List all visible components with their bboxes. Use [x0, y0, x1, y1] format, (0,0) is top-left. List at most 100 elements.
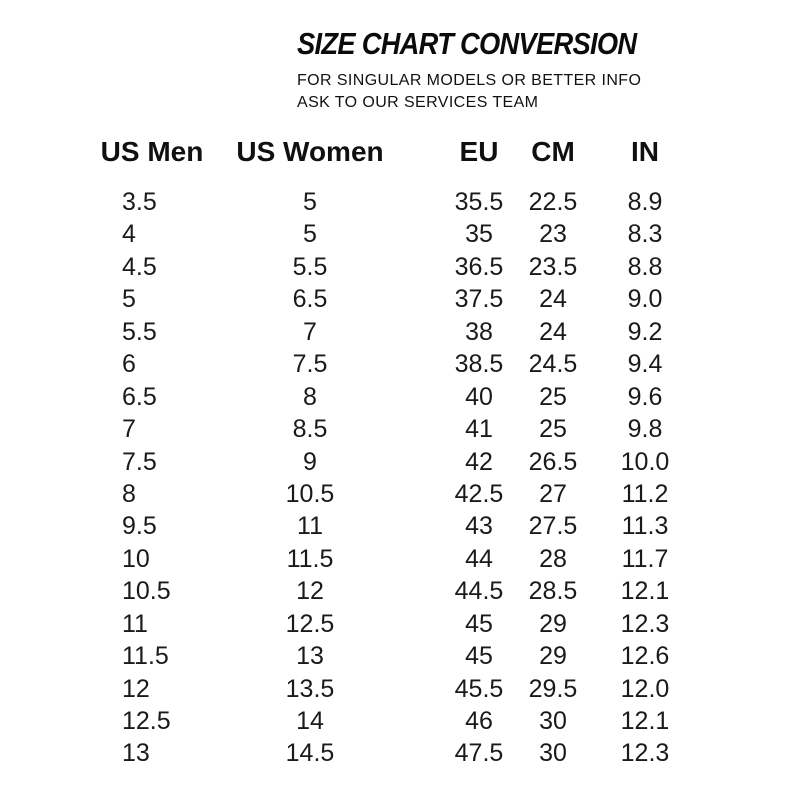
- cell-in: 12.1: [620, 577, 670, 606]
- cell-cm: 24: [539, 317, 567, 346]
- cell-us-women: 14: [296, 707, 324, 735]
- cell-us-men: 8: [122, 479, 136, 508]
- cell-eu: 38: [465, 317, 493, 346]
- table-row: 6.5 8 40 25 9.6: [0, 381, 800, 413]
- cell-cm: 25: [539, 382, 567, 411]
- table-row: 6 7.5 38.5 24.5 9.4: [0, 348, 800, 380]
- table-row: 13 14.5 47.5 30 12.3: [0, 737, 800, 769]
- column-header-us-men: US Men: [100, 136, 204, 167]
- cell-us-men: 11.5: [122, 642, 169, 671]
- cell-cm: 23.5: [528, 252, 578, 281]
- cell-cm: 29.5: [528, 674, 578, 703]
- table-row: 5 6.5 37.5 24 9.0: [0, 283, 800, 315]
- cell-eu: 45: [465, 609, 493, 638]
- cell-us-men: 3.5: [122, 188, 157, 216]
- page-header: SIZE CHART CONVERSION FOR SINGULAR MODEL…: [297, 26, 683, 114]
- cell-us-men: 4: [122, 220, 136, 249]
- cell-us-women: 5: [303, 220, 317, 249]
- cell-in: 9.2: [627, 317, 663, 346]
- cell-cm: 26.5: [528, 447, 578, 476]
- cell-cm: 30: [539, 739, 567, 768]
- cell-eu: 35: [465, 220, 493, 249]
- cell-eu: 45.5: [454, 674, 504, 703]
- cell-us-men: 6: [122, 350, 136, 379]
- column-header-in: IN: [631, 136, 659, 167]
- column-header-cm: CM: [531, 136, 575, 167]
- cell-cm: 22.5: [528, 188, 578, 216]
- table-row: 12 13.5 45.5 29.5 12.0: [0, 673, 800, 705]
- cell-us-women: 9: [303, 447, 317, 476]
- cell-in: 12.1: [620, 707, 670, 735]
- cell-us-women: 8: [303, 382, 317, 411]
- table-row: 11 12.5 45 29 12.3: [0, 608, 800, 640]
- cell-us-men: 5: [122, 285, 136, 314]
- table-row: 11.5 13 45 29 12.6: [0, 640, 800, 672]
- cell-eu: 42: [465, 447, 493, 476]
- table-row: 7.5 9 42 26.5 10.0: [0, 446, 800, 478]
- cell-in: 8.3: [627, 220, 663, 249]
- cell-us-women: 13: [296, 642, 324, 671]
- cell-us-women: 10.5: [285, 479, 335, 508]
- cell-cm: 24.5: [528, 350, 578, 379]
- cell-us-women: 8.5: [292, 415, 328, 444]
- table-body: 3.5 5 35.5 22.5 8.9 4 5 35 23 8.3 4.5 5.…: [0, 186, 800, 770]
- cell-us-men: 9.5: [122, 512, 157, 541]
- table-row: 7 8.5 41 25 9.8: [0, 413, 800, 445]
- cell-us-women: 14.5: [285, 739, 335, 768]
- cell-in: 9.6: [627, 382, 663, 411]
- cell-cm: 29: [539, 609, 567, 638]
- cell-us-men: 4.5: [122, 252, 157, 281]
- cell-eu: 46: [465, 707, 493, 735]
- cell-in: 12.3: [620, 739, 670, 768]
- table-row: 8 10.5 42.5 27 11.2: [0, 478, 800, 510]
- cell-in: 12.3: [620, 609, 670, 638]
- cell-us-women: 13.5: [285, 674, 335, 703]
- page-title: SIZE CHART CONVERSION: [297, 26, 637, 61]
- cell-us-women: 5.5: [292, 252, 328, 281]
- subtitle-line-2: ASK TO OUR SERVICES TEAM: [297, 94, 539, 112]
- cell-in: 9.0: [627, 285, 663, 314]
- cell-us-women: 6.5: [292, 285, 328, 314]
- cell-eu: 44: [465, 544, 493, 573]
- cell-eu: 37.5: [454, 285, 504, 314]
- column-header-us-women: US Women: [236, 136, 384, 167]
- cell-us-men: 10: [122, 544, 150, 573]
- cell-cm: 28: [539, 544, 567, 573]
- cell-cm: 24: [539, 285, 567, 314]
- cell-us-women: 5: [303, 188, 317, 216]
- table-row: 3.5 5 35.5 22.5 8.9: [0, 186, 800, 218]
- cell-cm: 25: [539, 415, 567, 444]
- cell-us-men: 7.5: [122, 447, 157, 476]
- cell-in: 12.6: [620, 642, 670, 671]
- table-row: 5.5 7 38 24 9.2: [0, 316, 800, 348]
- cell-us-women: 12: [296, 577, 324, 606]
- cell-eu: 40: [465, 382, 493, 411]
- cell-us-men: 5.5: [122, 317, 157, 346]
- cell-in: 9.8: [627, 415, 663, 444]
- cell-us-men: 12: [122, 674, 150, 703]
- cell-in: 10.0: [620, 447, 670, 476]
- cell-us-men: 13: [122, 739, 150, 768]
- cell-eu: 42.5: [454, 479, 504, 508]
- page-subtitle: FOR SINGULAR MODELS OR BETTER INFO ASK T…: [297, 70, 683, 114]
- table-row: 10.5 12 44.5 28.5 12.1: [0, 575, 800, 607]
- column-header-eu: EU: [459, 136, 499, 167]
- cell-us-men: 12.5: [122, 707, 171, 735]
- cell-cm: 23: [539, 220, 567, 249]
- table-row: 4 5 35 23 8.3: [0, 218, 800, 250]
- table-row: 10 11.5 44 28 11.7: [0, 543, 800, 575]
- cell-us-women: 11.5: [286, 544, 334, 573]
- table-row: 9.5 11 43 27.5 11.3: [0, 510, 800, 542]
- cell-eu: 47.5: [454, 739, 504, 768]
- table-row: 12.5 14 46 30 12.1: [0, 705, 800, 737]
- cell-in: 11.7: [621, 544, 669, 573]
- cell-us-men: 6.5: [122, 382, 157, 411]
- cell-us-women: 11: [297, 512, 323, 541]
- cell-us-women: 7: [303, 317, 317, 346]
- cell-cm: 28.5: [528, 577, 578, 606]
- cell-in: 11.3: [621, 512, 669, 541]
- cell-eu: 44.5: [454, 577, 504, 606]
- cell-us-women: 7.5: [292, 350, 328, 379]
- cell-in: 12.0: [620, 674, 670, 703]
